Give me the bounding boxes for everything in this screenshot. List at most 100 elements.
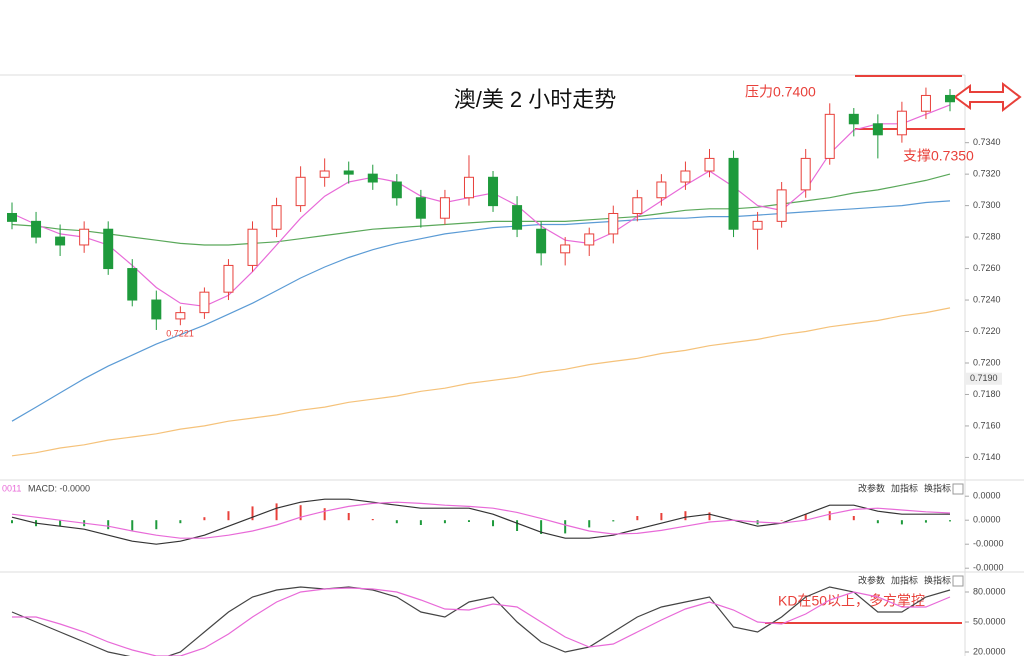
- candle-body: [55, 236, 66, 246]
- candle-body: [31, 220, 42, 238]
- candle-body: [848, 113, 859, 125]
- candle-body: [247, 228, 258, 266]
- macd-bar: [371, 519, 374, 521]
- macd-bar: [443, 520, 446, 524]
- candle-body: [536, 228, 547, 254]
- macd-bar: [684, 511, 687, 521]
- macd-bar: [660, 513, 663, 521]
- macd-bar: [59, 520, 62, 527]
- macd-bar: [323, 508, 326, 521]
- indicator-line: [11, 173, 951, 246]
- macd-bar: [11, 520, 13, 524]
- candle-body: [512, 205, 523, 230]
- button[interactable]: 加指标: [891, 574, 918, 585]
- candle-body: [584, 233, 595, 246]
- macd-bar: [419, 520, 422, 525]
- macd-header-left: 0011: [2, 483, 21, 493]
- candle-body: [175, 312, 186, 320]
- chart-title: 澳/美 2 小时走势: [454, 87, 617, 112]
- y-tick-label: 0.7140: [973, 452, 1001, 462]
- y-tick-label: -0.0000: [973, 539, 1004, 549]
- candle-body: [824, 113, 835, 159]
- button[interactable]: 换指标: [924, 482, 951, 493]
- candle-body: [463, 176, 474, 199]
- candle-body: [439, 197, 450, 219]
- macd-bar: [227, 511, 230, 521]
- button[interactable]: 改参数: [858, 482, 885, 493]
- candle-body: [151, 299, 162, 320]
- macd-bar: [299, 505, 302, 521]
- macd-bar: [588, 520, 591, 528]
- candle-body: [7, 212, 17, 222]
- macd-bar: [107, 520, 110, 530]
- low-label: 0.7221: [166, 328, 194, 338]
- candle-body: [367, 173, 378, 183]
- price-tag-label: 0.7190: [970, 373, 998, 383]
- y-tick-label: 50.0000: [973, 616, 1006, 626]
- y-tick-label: -0.0000: [973, 563, 1004, 573]
- indicator-line: [11, 200, 951, 422]
- candle-body: [223, 264, 234, 293]
- y-tick-label: 0.7160: [973, 420, 1001, 430]
- macd-bar: [467, 520, 470, 522]
- indicator-line: [11, 498, 950, 545]
- candle-body: [271, 205, 282, 230]
- button[interactable]: 改参数: [858, 574, 885, 585]
- macd-bar: [492, 520, 495, 527]
- candle-body: [560, 244, 571, 254]
- arrow: [953, 81, 1022, 113]
- candle-body: [632, 197, 643, 214]
- indicator-line: [12, 587, 951, 656]
- y-tick-label: 0.7240: [973, 294, 1001, 304]
- y-tick-label: 0.7180: [973, 389, 1001, 399]
- candle-body: [704, 157, 715, 172]
- candle-body: [295, 176, 306, 207]
- candle-body: [656, 181, 667, 199]
- indicator-line: [11, 501, 951, 539]
- y-tick-label: 80.0000: [973, 586, 1006, 596]
- macd-bar: [708, 512, 711, 521]
- y-tick-label: 0.0000: [973, 515, 1001, 525]
- macd-bar: [155, 520, 158, 530]
- macd-bar: [949, 520, 951, 522]
- candle-body: [776, 189, 787, 222]
- candle-body: [319, 170, 330, 178]
- button[interactable]: 换指标: [924, 574, 951, 585]
- macd-bar: [636, 516, 639, 521]
- macd-bar: [876, 520, 879, 524]
- y-tick-label: 0.0000: [973, 491, 1001, 501]
- support-label: 支撑0.7350: [903, 148, 974, 164]
- close-button[interactable]: [952, 483, 964, 495]
- y-tick-label: 0.7200: [973, 357, 1001, 367]
- candle-body: [800, 157, 811, 191]
- resistance-label: 压力0.7400: [745, 84, 816, 100]
- close-button[interactable]: [952, 575, 964, 587]
- macd-bar: [564, 520, 567, 534]
- indicator-line: [11, 586, 951, 656]
- y-tick-label: 0.7220: [973, 326, 1001, 336]
- indicator-line: [11, 104, 951, 307]
- macd-bar: [516, 520, 519, 531]
- candle-body: [79, 228, 90, 246]
- button[interactable]: 加指标: [891, 482, 918, 493]
- macd-bar: [395, 520, 398, 524]
- candle-body: [920, 94, 931, 112]
- y-tick-label: 0.7320: [973, 169, 1001, 179]
- candle-body: [127, 268, 138, 301]
- macd-bar: [347, 513, 350, 521]
- price-tag: [966, 372, 1002, 385]
- macd-bar: [924, 520, 927, 523]
- y-tick-label: 0.7300: [973, 200, 1001, 210]
- macd-bar: [828, 511, 831, 521]
- candle-body: [945, 94, 955, 103]
- candle-body: [415, 197, 426, 219]
- candle-body: [728, 157, 739, 230]
- y-tick-label: 0.7280: [973, 231, 1001, 241]
- candle-body: [199, 291, 210, 314]
- macd-bar: [251, 506, 254, 521]
- candle-body: [343, 170, 354, 175]
- macd-bar: [179, 520, 182, 524]
- macd-header: MACD: -0.0000: [28, 483, 90, 493]
- y-tick-label: 0.7260: [973, 263, 1001, 273]
